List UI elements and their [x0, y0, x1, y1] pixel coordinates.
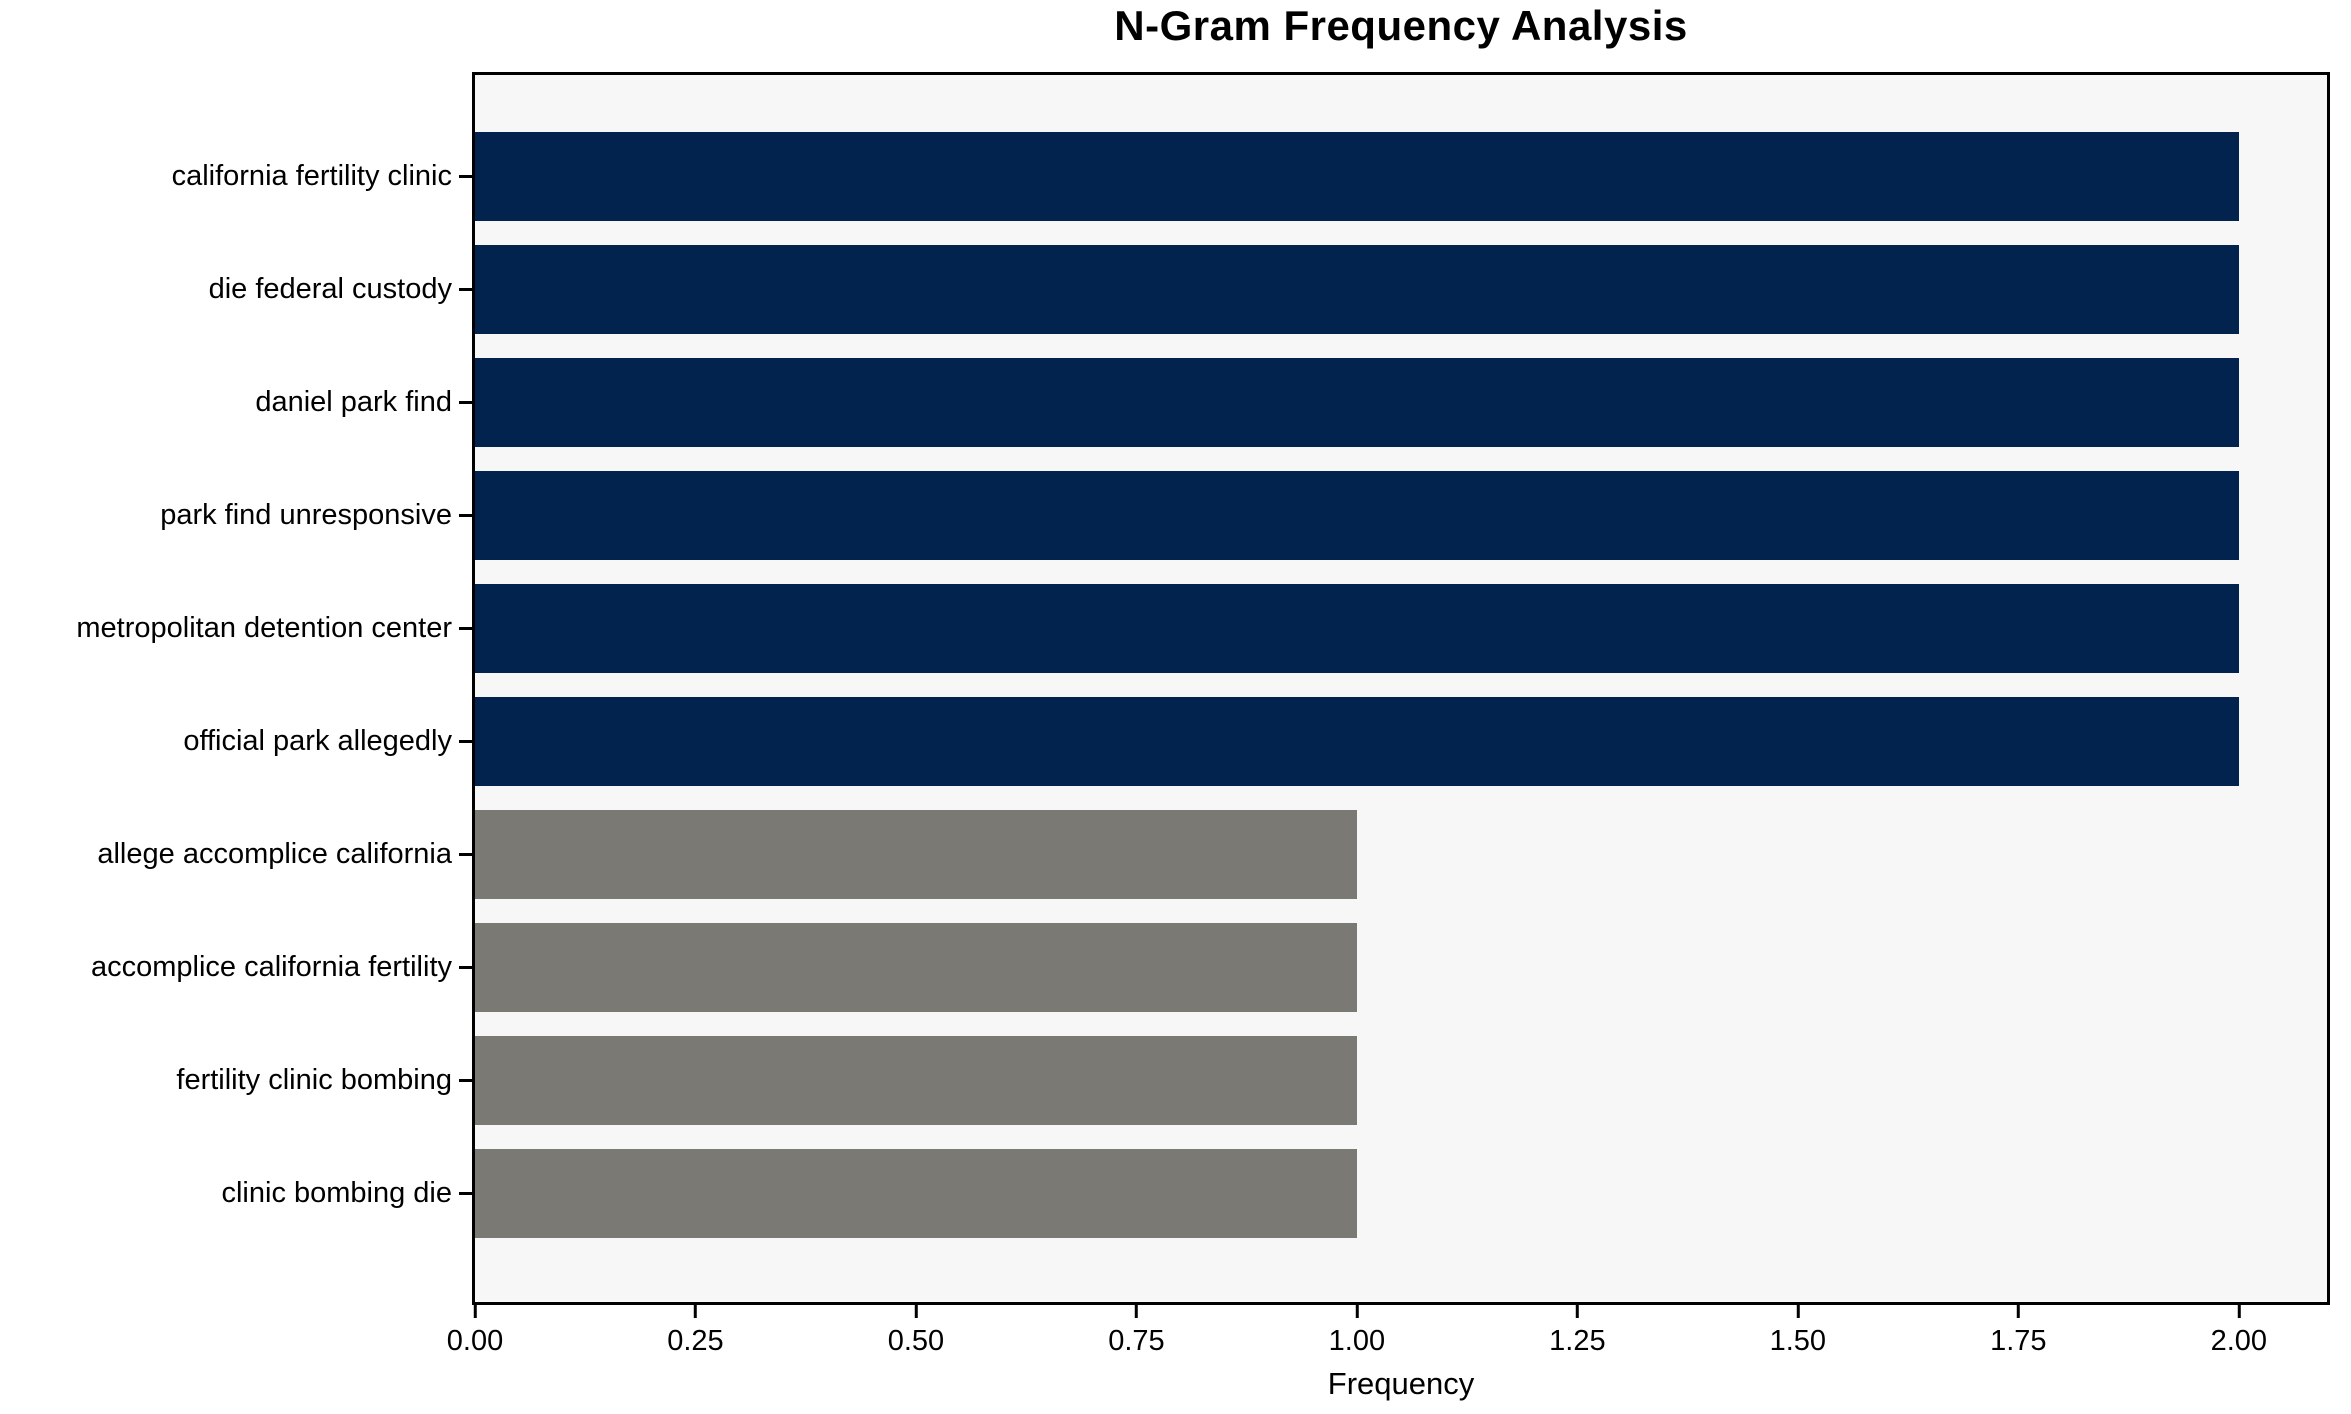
- bar-row: [475, 459, 2327, 572]
- x-axis-tick-label: 0.75: [1108, 1325, 1165, 1357]
- x-tick: 1.00: [1329, 1305, 1385, 1358]
- y-tick-cell: metropolitan detention center: [0, 572, 472, 685]
- y-tick-cell: fertility clinic bombing: [0, 1024, 472, 1137]
- x-axis-tick-label: 2.00: [2210, 1325, 2268, 1357]
- bar-row: [475, 346, 2327, 459]
- bar: [475, 696, 2239, 787]
- y-tick-mark: [459, 853, 472, 856]
- x-axis-ticks: 0.00 0.25 0.50 0.75 1.00 1.25 1.50 1.75 2.00: [447, 1305, 2327, 1369]
- bar-row: [475, 1024, 2327, 1137]
- y-axis-tick-label: fertility clinic bombing: [176, 1064, 452, 1096]
- y-tick-mark: [459, 514, 472, 517]
- y-axis-tick-label: official park allegedly: [183, 725, 452, 757]
- x-axis-tick-label: 0.00: [446, 1325, 504, 1357]
- y-axis-tick-label: allege accomplice california: [97, 838, 452, 870]
- x-tick-mark: [2016, 1305, 2020, 1318]
- bar: [475, 583, 2239, 674]
- chart-title: N-Gram Frequency Analysis: [1114, 2, 1688, 49]
- bar: [475, 357, 2239, 448]
- y-tick-mark: [459, 1079, 472, 1082]
- x-axis-tick-label: 0.50: [887, 1325, 945, 1357]
- bar-row: [475, 685, 2327, 798]
- y-tick-cell: daniel park find: [0, 346, 472, 459]
- x-tick-mark: [1575, 1305, 1579, 1318]
- y-tick-cell: park find unresponsive: [0, 459, 472, 572]
- x-tick-mark: [1134, 1305, 1138, 1318]
- y-tick-mark: [459, 740, 472, 743]
- y-axis-tick-label: daniel park find: [255, 386, 452, 418]
- x-axis-label: Frequency: [1327, 1366, 1475, 1401]
- x-tick-mark: [693, 1305, 697, 1318]
- x-axis-tick-label: 1.75: [1990, 1325, 2047, 1357]
- y-tick-cell: california fertility clinic: [0, 120, 472, 233]
- bar: [475, 131, 2239, 222]
- y-axis-tick-label: clinic bombing die: [221, 1177, 452, 1209]
- y-axis-tick-label: california fertility clinic: [171, 160, 452, 192]
- y-axis-tick-label: accomplice california fertility: [90, 951, 452, 983]
- x-tick: 1.75: [1990, 1305, 2047, 1358]
- x-tick-mark: [2237, 1305, 2241, 1318]
- x-tick-mark: [473, 1305, 477, 1318]
- y-tick-cell: clinic bombing die: [0, 1137, 472, 1250]
- bar-row: [475, 233, 2327, 346]
- plot-area: [472, 72, 2330, 1305]
- x-axis-tick-label: 1.25: [1549, 1325, 1606, 1357]
- x-tick-mark: [1796, 1305, 1800, 1318]
- y-tick-mark: [459, 966, 472, 969]
- x-tick-mark: [1355, 1305, 1359, 1318]
- y-tick-mark: [459, 288, 472, 291]
- y-tick-mark: [459, 175, 472, 178]
- bar: [475, 1148, 1357, 1239]
- x-axis-tick-label: 1.50: [1769, 1325, 1827, 1357]
- x-tick: 0.00: [447, 1305, 503, 1358]
- bar-row: [475, 798, 2327, 911]
- bar: [475, 244, 2239, 335]
- x-tick: 2.00: [2211, 1305, 2267, 1358]
- x-tick: 0.75: [1108, 1305, 1165, 1358]
- bar-row: [475, 572, 2327, 685]
- y-tick-cell: accomplice california fertility: [0, 911, 472, 1024]
- y-tick-cell: allege accomplice california: [0, 798, 472, 911]
- y-axis-tick-label: park find unresponsive: [160, 499, 452, 531]
- y-tick-mark: [459, 627, 472, 630]
- x-axis-tick-label: 0.25: [667, 1325, 724, 1357]
- y-tick-mark: [459, 401, 472, 404]
- x-tick: 1.50: [1770, 1305, 1826, 1358]
- y-axis-tick-label: die federal custody: [208, 273, 452, 305]
- bar: [475, 809, 1357, 900]
- x-tick: 0.50: [888, 1305, 944, 1358]
- bar: [475, 1035, 1357, 1126]
- y-axis-tick-label: metropolitan detention center: [76, 612, 452, 644]
- y-axis-labels: california fertility clinic die federal c…: [0, 72, 472, 1305]
- x-tick-mark: [914, 1305, 918, 1318]
- x-tick: 0.25: [667, 1305, 724, 1358]
- y-tick-cell: official park allegedly: [0, 685, 472, 798]
- y-tick-mark: [459, 1192, 472, 1195]
- y-tick-cell: die federal custody: [0, 233, 472, 346]
- bar-row: [475, 1137, 2327, 1250]
- x-tick: 1.25: [1549, 1305, 1606, 1358]
- bar: [475, 470, 2239, 561]
- bar-row: [475, 911, 2327, 1024]
- bar: [475, 922, 1357, 1013]
- bar-row: [475, 120, 2327, 233]
- x-axis-tick-label: 1.00: [1328, 1325, 1386, 1357]
